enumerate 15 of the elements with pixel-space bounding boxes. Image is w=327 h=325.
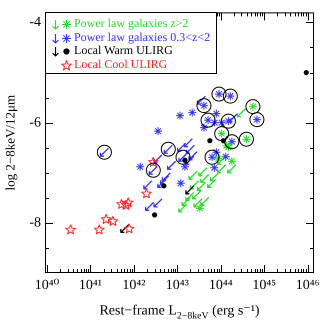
y-axis-title: log 2−8keV/12μm	[2, 94, 18, 190]
legend-label: Power law galaxies 0.3<z<2	[74, 30, 210, 44]
legend-label: Local Warm ULIRG	[74, 43, 173, 58]
x-tick-label: 10⁴³	[166, 278, 189, 294]
legend-label: Local Cool ULIRG	[74, 56, 168, 71]
x-tick-label: 10⁴⁵	[252, 278, 276, 294]
x-tick-label: 10⁴¹	[78, 278, 102, 294]
x-tick-label: 10⁴²	[122, 278, 146, 294]
y-tick-label: -4	[29, 15, 41, 30]
x-tick-label: 10⁴⁰	[34, 278, 60, 294]
y-tick-label: -6	[29, 115, 41, 130]
legend-label: Power law galaxies z>2	[74, 16, 188, 30]
x-tick-label: 10⁴⁶	[296, 278, 320, 294]
x-tick-label: 10⁴⁴	[208, 278, 233, 294]
y-tick-label: -8	[29, 216, 41, 231]
